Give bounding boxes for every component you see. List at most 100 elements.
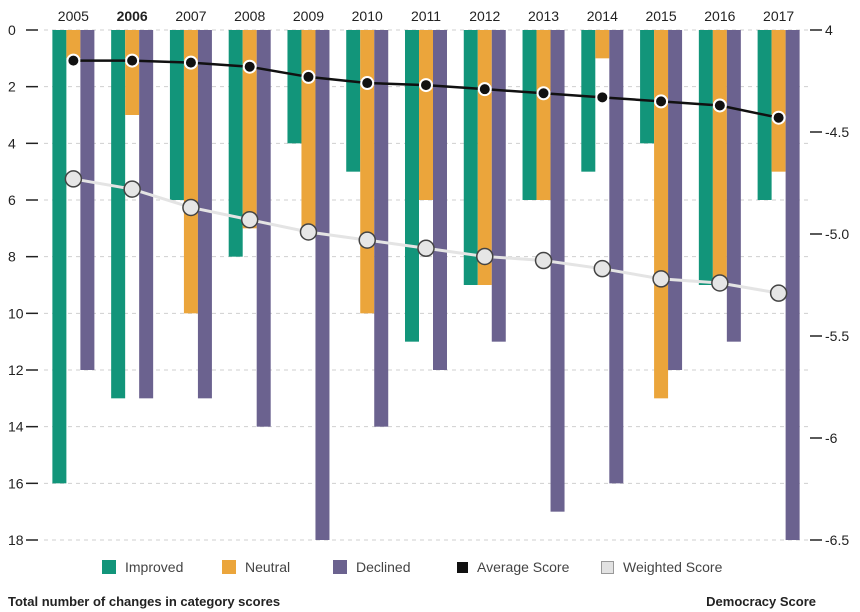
bar-neutral-2010 bbox=[360, 30, 375, 314]
bar-neutral-2008 bbox=[242, 30, 257, 229]
bar-declined-2013 bbox=[550, 30, 565, 512]
bar-declined-2016 bbox=[726, 30, 741, 342]
average-score-point-2009 bbox=[301, 69, 316, 84]
bar-declined-2005 bbox=[80, 30, 95, 370]
average-score-point-2008 bbox=[242, 59, 257, 74]
weighted-score-point-2006 bbox=[123, 180, 141, 198]
weighted-score-point-2011 bbox=[417, 239, 435, 258]
bar-neutral-2015 bbox=[654, 30, 669, 399]
average-score-point-2010 bbox=[360, 76, 375, 91]
left-tick-label: 0 bbox=[8, 22, 16, 38]
bar-improved-2015 bbox=[640, 30, 655, 144]
legend-average-score: Average Score bbox=[457, 557, 569, 577]
year-label-2013: 2013 bbox=[528, 8, 559, 24]
weighted-score-point-2007 bbox=[182, 198, 200, 217]
year-label-2016: 2016 bbox=[704, 8, 735, 24]
legend-swatch-neutral bbox=[222, 560, 236, 574]
legend-label-neutral: Neutral bbox=[245, 559, 291, 575]
bar-declined-2010 bbox=[374, 30, 389, 427]
bar-declined-2014 bbox=[609, 30, 624, 484]
bar-neutral-2014 bbox=[595, 30, 610, 59]
year-label-2010: 2010 bbox=[352, 8, 383, 24]
weighted-score-point-2012 bbox=[476, 247, 494, 266]
legend-improved: Improved bbox=[102, 557, 183, 577]
weighted-score-point-2016 bbox=[711, 274, 729, 292]
bar-declined-2015 bbox=[668, 30, 683, 370]
average-score-point-2011 bbox=[419, 78, 433, 93]
average-score-point-2005 bbox=[66, 53, 81, 68]
average-score-point-2015 bbox=[654, 94, 669, 109]
year-labels: 2005 2006 2007 2008 2009 2010 2011 2012 2013 2014… bbox=[58, 8, 795, 24]
weighted-score-point-2009 bbox=[299, 223, 318, 241]
right-tick-label: -5.5 bbox=[825, 328, 849, 344]
bar-neutral-2012 bbox=[477, 30, 492, 285]
year-label-2009: 2009 bbox=[293, 8, 324, 24]
average-score-point-2017 bbox=[771, 110, 786, 125]
bar-improved-2014 bbox=[581, 30, 596, 172]
average-score-point-2016 bbox=[712, 98, 727, 113]
bar-improved-2008 bbox=[228, 30, 243, 257]
legend-swatch-improved bbox=[102, 560, 116, 574]
left-tick-label: 6 bbox=[8, 192, 16, 208]
left-tick-label: 12 bbox=[8, 362, 24, 378]
right-tick-label: 4 bbox=[825, 22, 833, 38]
year-label-2006: 2006 bbox=[117, 8, 148, 24]
left-tick-label: 4 bbox=[8, 135, 16, 151]
bar-declined-2012 bbox=[491, 30, 506, 342]
legend-label-average: Average Score bbox=[477, 559, 570, 575]
bar-neutral-2007 bbox=[183, 30, 198, 314]
weighted-score-point-2013 bbox=[534, 251, 553, 270]
bar-improved-2012 bbox=[463, 30, 478, 285]
bar-neutral-2006 bbox=[125, 30, 140, 115]
average-score-point-2006 bbox=[125, 53, 140, 68]
bar-neutral-2005 bbox=[66, 30, 81, 59]
legend-swatch-average bbox=[457, 561, 468, 573]
legend-declined: Declined bbox=[333, 557, 410, 577]
bar-declined-2008 bbox=[256, 30, 271, 427]
average-score-point-2007 bbox=[183, 55, 198, 70]
bar-improved-2007 bbox=[169, 30, 184, 200]
legend-neutral: Neutral bbox=[222, 557, 290, 577]
right-axis: 4 -4.5 -5.0 -5.5 -6 -6.5 bbox=[810, 22, 849, 548]
legend-weighted-score: Weighted Score bbox=[601, 557, 722, 577]
average-score-point-2012 bbox=[477, 82, 492, 97]
year-label-2012: 2012 bbox=[469, 8, 500, 24]
bar-improved-2005 bbox=[52, 30, 67, 484]
average-score-point-2013 bbox=[536, 86, 551, 101]
left-tick-label: 14 bbox=[8, 419, 24, 435]
bar-improved-2006 bbox=[111, 30, 126, 399]
bar-improved-2009 bbox=[287, 30, 302, 144]
bar-neutral-2011 bbox=[419, 30, 433, 200]
year-label-2017: 2017 bbox=[763, 8, 794, 24]
left-axis: 0 2 4 6 8 10 12 14 16 18 bbox=[8, 22, 38, 548]
legend: Improved Neutral Declined Average Score … bbox=[0, 557, 860, 577]
year-label-2005: 2005 bbox=[58, 8, 89, 24]
bar-neutral-2013 bbox=[536, 30, 551, 200]
right-tick-label: -4.5 bbox=[825, 124, 849, 140]
legend-swatch-declined bbox=[333, 560, 347, 574]
right-tick-label: -5.0 bbox=[825, 226, 849, 242]
x-axis-caption: Total number of changes in category scor… bbox=[8, 594, 281, 609]
year-label-2015: 2015 bbox=[645, 8, 676, 24]
weighted-score-point-2017 bbox=[769, 284, 788, 302]
year-label-2007: 2007 bbox=[175, 8, 206, 24]
bar-neutral-2017 bbox=[771, 30, 786, 172]
bar-improved-2016 bbox=[698, 30, 713, 285]
bar-declined-2009 bbox=[315, 30, 330, 540]
weighted-score-point-2014 bbox=[593, 259, 612, 278]
right-tick-label: -6.5 bbox=[825, 532, 849, 548]
right-axis-caption: Democracy Score bbox=[706, 594, 816, 609]
weighted-score-point-2008 bbox=[240, 210, 259, 229]
left-tick-label: 10 bbox=[8, 305, 24, 321]
bar-improved-2011 bbox=[405, 30, 419, 342]
score-lines bbox=[64, 53, 788, 302]
year-label-2008: 2008 bbox=[234, 8, 265, 24]
bar-improved-2010 bbox=[346, 30, 361, 172]
year-label-2014: 2014 bbox=[587, 8, 618, 24]
left-tick-label: 18 bbox=[8, 532, 24, 548]
weighted-score-point-2015 bbox=[652, 270, 670, 288]
legend-label-weighted: Weighted Score bbox=[623, 559, 723, 575]
bars bbox=[52, 30, 800, 540]
weighted-score-point-2005 bbox=[64, 170, 83, 188]
